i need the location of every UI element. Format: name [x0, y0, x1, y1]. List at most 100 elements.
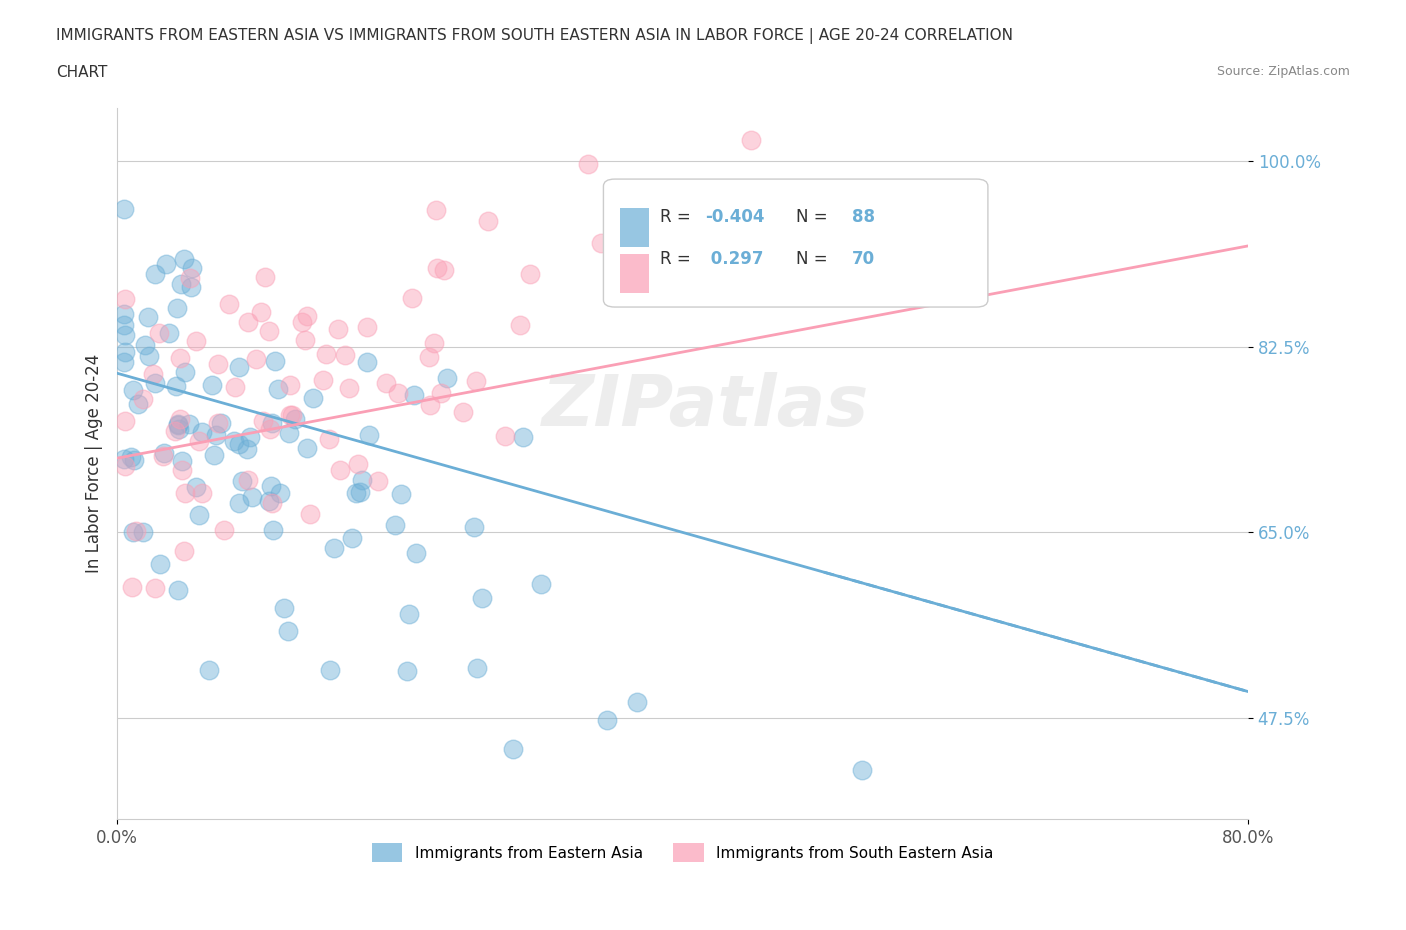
Point [405, 546, 427, 561]
Point [260, 416, 283, 431]
Point [291, 314, 314, 329]
Point [112, 306, 135, 321]
Point [142, 366, 165, 381]
Point [198, 663, 221, 678]
Point [260, 479, 283, 494]
Point [152, 448, 174, 463]
Point [436, 370, 458, 385]
Point [262, 523, 284, 538]
Point [418, 350, 440, 365]
Point [184, 334, 207, 349]
Point [231, 473, 253, 488]
Point [430, 386, 453, 401]
Point [350, 472, 373, 487]
Point [179, 271, 201, 286]
Bar [620, 254, 648, 293]
Point [167, 583, 190, 598]
Point [149, 556, 172, 571]
Point [262, 496, 284, 511]
Bar [620, 207, 648, 246]
Point [596, 712, 619, 727]
Text: N =: N = [796, 207, 832, 225]
Point [170, 276, 193, 291]
Point [143, 376, 166, 391]
Point [239, 430, 262, 445]
Point [120, 450, 142, 465]
Point [228, 360, 250, 375]
Point [319, 662, 342, 677]
Point [114, 413, 136, 428]
Point [132, 392, 155, 406]
Point [426, 260, 449, 275]
Point [167, 421, 190, 436]
Point [186, 480, 208, 495]
Point [224, 379, 246, 394]
Point [114, 292, 136, 307]
Point [179, 416, 201, 431]
Point [228, 496, 250, 511]
Text: 70: 70 [852, 250, 876, 268]
Point [180, 280, 202, 295]
Point [264, 353, 287, 368]
Point [157, 326, 180, 340]
Point [169, 412, 191, 427]
Point [167, 417, 190, 432]
Point [245, 351, 267, 365]
Y-axis label: In Labor Force | Age 20-24: In Labor Force | Age 20-24 [86, 353, 103, 573]
Point [349, 485, 371, 499]
Point [422, 336, 444, 351]
Point [165, 423, 187, 438]
Point [384, 518, 406, 533]
Point [311, 373, 333, 388]
Text: CHART: CHART [56, 65, 108, 80]
Point [259, 421, 281, 436]
Point [278, 407, 301, 422]
FancyBboxPatch shape [603, 179, 988, 307]
Point [240, 489, 263, 504]
Point [207, 357, 229, 372]
Point [236, 441, 259, 456]
Point [166, 300, 188, 315]
Point [173, 544, 195, 559]
Point [173, 252, 195, 267]
Point [267, 381, 290, 396]
Point [112, 317, 135, 332]
Point [337, 380, 360, 395]
Point [494, 429, 516, 444]
Point [299, 507, 322, 522]
Point [315, 347, 337, 362]
Point [509, 317, 531, 332]
Point [122, 525, 145, 540]
Legend: Immigrants from Eastern Asia, Immigrants from South Eastern Asia: Immigrants from Eastern Asia, Immigrants… [366, 837, 1000, 868]
Point [340, 531, 363, 546]
Point [114, 327, 136, 342]
Point [209, 416, 232, 431]
Point [114, 458, 136, 473]
Point [387, 385, 409, 400]
Point [433, 263, 456, 278]
Point [326, 321, 349, 336]
Point [281, 407, 304, 422]
Point [344, 485, 367, 500]
Point [170, 463, 193, 478]
Point [347, 457, 370, 472]
Point [143, 267, 166, 282]
Point [127, 396, 149, 411]
Text: 0.297: 0.297 [706, 250, 763, 268]
Point [155, 257, 177, 272]
Point [218, 297, 240, 312]
Point [477, 214, 499, 229]
Point [302, 391, 325, 405]
Point [181, 261, 204, 276]
Point [125, 524, 148, 538]
Point [297, 440, 319, 455]
Point [512, 430, 534, 445]
Point [257, 493, 280, 508]
Point [238, 314, 260, 329]
Point [465, 661, 488, 676]
Point [277, 425, 299, 440]
Point [419, 398, 441, 413]
Point [112, 355, 135, 370]
Point [333, 348, 356, 363]
Point [626, 695, 648, 710]
